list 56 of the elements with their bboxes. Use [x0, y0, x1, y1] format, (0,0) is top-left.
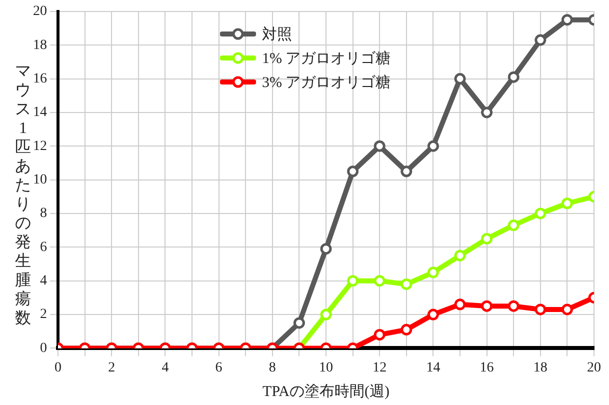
point [427, 266, 439, 278]
point [374, 140, 386, 152]
x-tick-label: 2 [108, 360, 116, 376]
x-tick-label: 14 [426, 360, 440, 376]
x-tick-label: 0 [54, 360, 62, 376]
point [561, 14, 573, 26]
point [374, 275, 386, 287]
point [374, 328, 386, 340]
point [481, 232, 493, 244]
point [347, 275, 359, 287]
point [534, 208, 546, 220]
text: マウス1匹あたりの発生腫瘍数 [15, 63, 31, 327]
x-tick-label: 12 [372, 360, 387, 376]
y-tick-label: 6 [40, 240, 47, 255]
point [347, 166, 359, 178]
legend-label: 対照 [262, 26, 292, 44]
x-tick-label: 6 [215, 360, 222, 376]
point [320, 243, 332, 255]
point [454, 250, 466, 262]
point [481, 106, 493, 118]
x-tick-label: 10 [319, 360, 333, 376]
point [427, 140, 439, 152]
point [508, 71, 520, 83]
point [481, 300, 493, 312]
y-tick-label: 18 [33, 38, 47, 53]
y-tick-label: 0 [40, 340, 47, 356]
legend-label: 3% アガロオリゴ糖 [262, 74, 391, 92]
point [561, 304, 573, 316]
y-tick-label: 2 [40, 307, 47, 322]
y-tick-label: 4 [40, 274, 47, 289]
point [508, 300, 520, 312]
point [561, 198, 573, 210]
y-tick-label: 20 [33, 4, 47, 20]
point [400, 324, 412, 336]
point [400, 166, 412, 178]
x-axis-title: TPAの塗布時間(週) [262, 382, 390, 400]
x-tick-label: 18 [533, 360, 548, 376]
y-tick-label: 14 [33, 105, 47, 120]
point [454, 73, 466, 85]
point [534, 304, 546, 316]
point [534, 34, 546, 46]
point [454, 298, 466, 310]
y-tick-label: 16 [33, 71, 47, 86]
point [400, 278, 412, 290]
x-tick-label: 16 [480, 360, 494, 376]
x-tick-label: 4 [162, 360, 169, 376]
point [508, 220, 520, 232]
y-tick-label: 8 [40, 206, 47, 222]
y-tick-label: 10 [33, 172, 47, 188]
point [293, 317, 305, 329]
point [427, 308, 439, 320]
x-tick-label: 8 [268, 360, 276, 376]
legend-label: 1% アガロオリゴ糖 [262, 50, 391, 68]
point [320, 308, 332, 320]
x-tick-label: 20 [587, 360, 601, 376]
y-tick-label: 12 [33, 138, 47, 154]
